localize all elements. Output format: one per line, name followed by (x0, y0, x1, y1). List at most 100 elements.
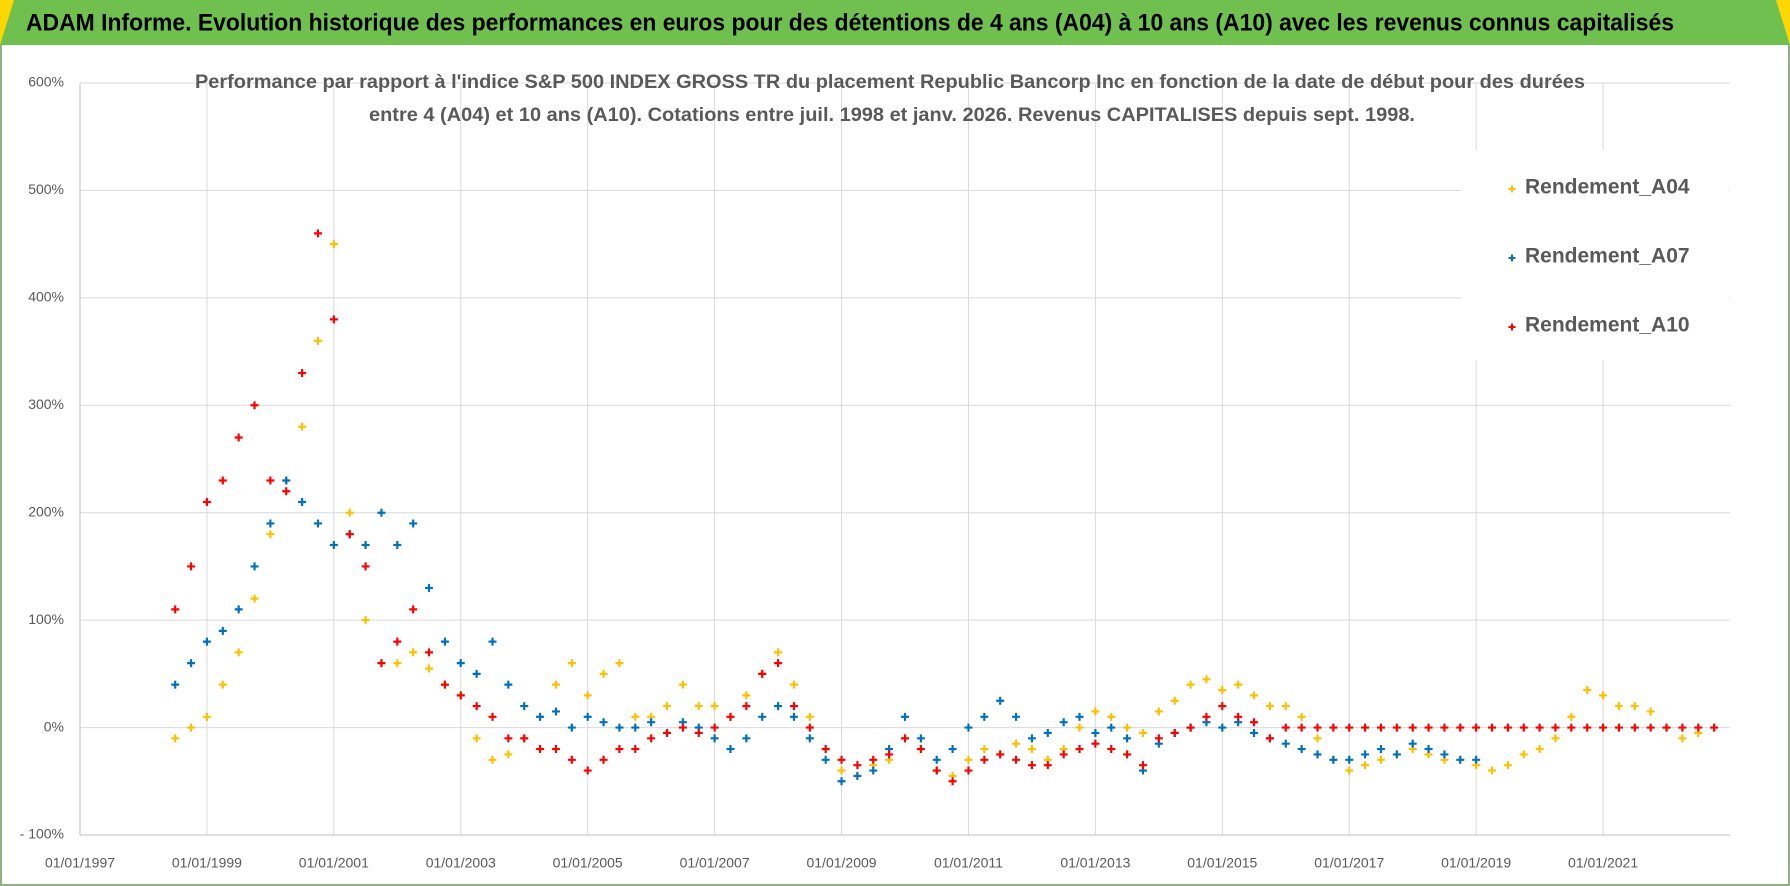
data-point (710, 723, 719, 732)
data-point (250, 401, 259, 410)
data-point (1123, 723, 1132, 732)
y-tick-label: - 100% (20, 826, 64, 842)
data-point (1392, 723, 1401, 732)
x-tick-label: 01/01/2011 (934, 855, 1003, 871)
data-point (615, 745, 624, 754)
data-point (980, 755, 989, 764)
data-point (1123, 750, 1132, 759)
data-point (583, 712, 592, 721)
data-point (187, 562, 196, 571)
data-point (1376, 755, 1385, 764)
data-point (1583, 685, 1592, 694)
data-point (599, 669, 608, 678)
data-point (964, 723, 973, 732)
data-point (1345, 755, 1354, 764)
data-point (1710, 723, 1719, 732)
data-point (837, 766, 846, 775)
x-tick-label: 01/01/2009 (806, 855, 876, 871)
data-point (1281, 723, 1290, 732)
data-point (615, 723, 624, 732)
data-point (1218, 702, 1227, 711)
data-point (218, 476, 227, 485)
data-point (694, 728, 703, 737)
data-point (361, 562, 370, 571)
data-point (1630, 723, 1639, 732)
data-point (361, 616, 370, 625)
data-point (1281, 702, 1290, 711)
data-point (1186, 723, 1195, 732)
y-tick-label: 500% (28, 181, 64, 197)
data-point (821, 745, 830, 754)
data-point (1472, 755, 1481, 764)
data-point (171, 680, 180, 689)
data-point (504, 680, 513, 689)
data-point (1250, 718, 1259, 727)
data-point (583, 766, 592, 775)
data-point (282, 476, 291, 485)
data-point (726, 712, 735, 721)
data-point (742, 702, 751, 711)
data-point (631, 723, 640, 732)
data-point (1043, 728, 1052, 737)
data-point (996, 750, 1005, 759)
x-tick-label: 01/01/2001 (299, 855, 369, 871)
data-point (758, 669, 767, 678)
data-point (916, 734, 925, 743)
data-point (869, 766, 878, 775)
corner (0, 0, 14, 45)
data-point (171, 605, 180, 614)
data-point (1186, 680, 1195, 689)
legend-box (1461, 150, 1729, 360)
data-point (742, 691, 751, 700)
data-point (472, 702, 481, 711)
data-point (551, 745, 560, 754)
x-tick-label: 01/01/2005 (553, 855, 623, 871)
data-point (1313, 750, 1322, 759)
data-point (266, 530, 275, 539)
data-point (1012, 739, 1021, 748)
data-point (1154, 734, 1163, 743)
data-point (599, 718, 608, 727)
data-point (1519, 723, 1528, 732)
data-point (504, 750, 513, 759)
data-point (821, 755, 830, 764)
data-point (1376, 723, 1385, 732)
data-point (234, 433, 243, 442)
data-point (409, 519, 418, 528)
data-point (504, 734, 513, 743)
data-point (377, 659, 386, 668)
data-point (567, 755, 576, 764)
data-point (1678, 723, 1687, 732)
data-point (1091, 739, 1100, 748)
data-point (393, 540, 402, 549)
data-point (647, 718, 656, 727)
x-tick-label: 01/01/2017 (1314, 855, 1384, 871)
data-point (916, 745, 925, 754)
data-point (631, 712, 640, 721)
x-tick-label: 01/01/2021 (1568, 855, 1638, 871)
data-point (488, 637, 497, 646)
data-point (1456, 723, 1465, 732)
data-point (663, 702, 672, 711)
data-point (202, 637, 211, 646)
data-point (1599, 723, 1608, 732)
data-point (1297, 745, 1306, 754)
data-point (901, 734, 909, 743)
data-point (313, 519, 322, 528)
data-point (250, 562, 259, 571)
data-point (1059, 750, 1068, 759)
data-point (1424, 723, 1433, 732)
data-point (1297, 723, 1306, 732)
y-tick-label: 300% (28, 396, 64, 412)
data-point (440, 637, 449, 646)
data-point (456, 691, 465, 700)
x-tick-label: 01/01/2003 (426, 855, 496, 871)
data-point (536, 745, 545, 754)
data-point (425, 583, 434, 592)
data-point (171, 734, 180, 743)
y-tick-label: 600% (28, 74, 64, 90)
data-point (948, 777, 957, 786)
data-point (1440, 750, 1449, 759)
